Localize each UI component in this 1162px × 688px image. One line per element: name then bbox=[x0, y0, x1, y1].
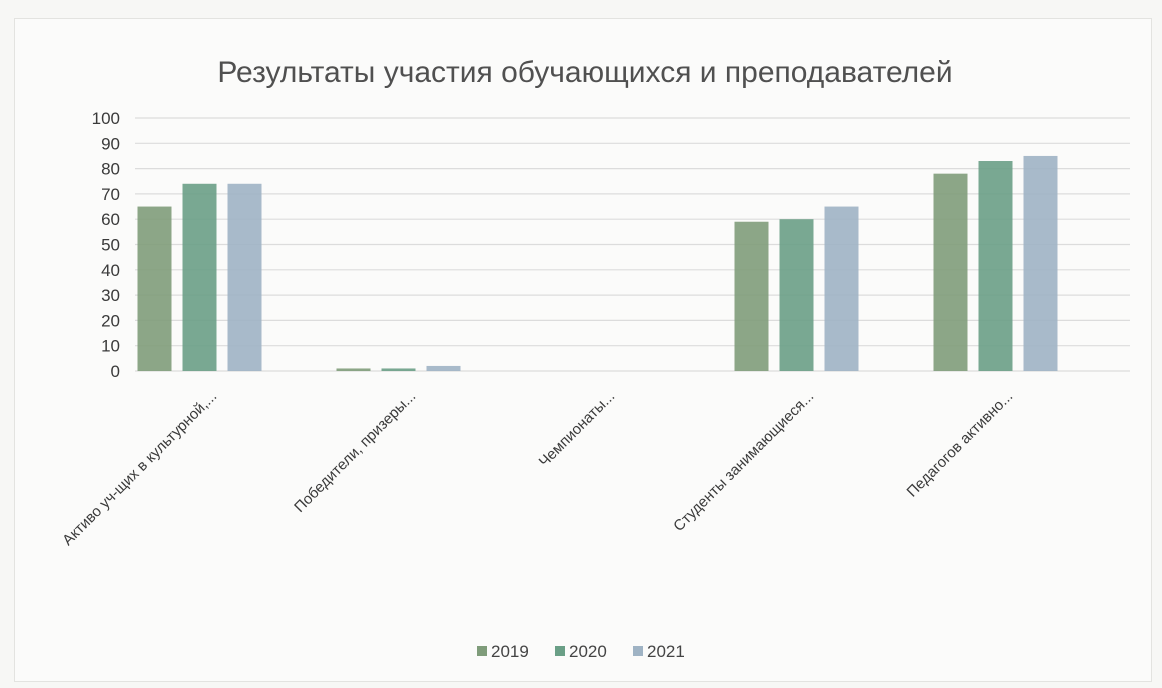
bar-2019-3 bbox=[734, 221, 769, 371]
y-tick-label: 40 bbox=[101, 261, 120, 280]
x-tick-label: Победители, призеры... bbox=[291, 388, 419, 516]
x-axis: Активо уч-щих в культурной,... Победители… bbox=[59, 388, 1016, 549]
legend-label: 2019 bbox=[491, 642, 529, 661]
bar-2021-4 bbox=[1023, 155, 1058, 371]
y-axis: 0 10 20 30 40 50 60 70 80 90 100 bbox=[92, 109, 120, 381]
bar-2021-3 bbox=[824, 206, 859, 371]
bars bbox=[137, 155, 1058, 371]
legend-swatch bbox=[477, 646, 487, 656]
x-tick-label: Активо уч-щих в культурной,... bbox=[59, 388, 220, 549]
bar-2019-4 bbox=[933, 173, 968, 371]
chart-title: Результаты участия обучающихся и препода… bbox=[217, 56, 952, 89]
y-tick-label: 50 bbox=[101, 236, 120, 255]
y-tick-label: 30 bbox=[101, 286, 120, 305]
x-tick-label: Студенты занимающиеся... bbox=[670, 388, 817, 535]
legend-label: 2021 bbox=[647, 642, 685, 661]
bar-2020-3 bbox=[779, 219, 814, 371]
y-tick-label: 20 bbox=[101, 311, 120, 330]
x-tick-label: Педагогов активно... bbox=[904, 388, 1017, 501]
y-tick-label: 0 bbox=[111, 362, 120, 381]
legend-label: 2020 bbox=[569, 642, 607, 661]
legend-swatch bbox=[633, 646, 643, 656]
y-tick-label: 80 bbox=[101, 160, 120, 179]
bar-2021-1 bbox=[426, 365, 461, 371]
bar-2019-0 bbox=[137, 206, 172, 371]
bar-2021-0 bbox=[227, 183, 262, 371]
y-tick-label: 60 bbox=[101, 210, 120, 229]
bar-2020-1 bbox=[381, 368, 416, 371]
bar-2020-0 bbox=[182, 183, 217, 371]
legend: 2019 2020 2021 bbox=[477, 642, 685, 661]
y-tick-label: 90 bbox=[101, 134, 120, 153]
y-tick-label: 70 bbox=[101, 185, 120, 204]
y-tick-label: 10 bbox=[101, 337, 120, 356]
y-tick-label: 100 bbox=[92, 109, 120, 128]
bar-2020-4 bbox=[978, 161, 1013, 371]
bar-2019-1 bbox=[336, 368, 371, 371]
legend-swatch bbox=[555, 646, 565, 656]
x-tick-label: Чемпионаты... bbox=[536, 388, 619, 471]
